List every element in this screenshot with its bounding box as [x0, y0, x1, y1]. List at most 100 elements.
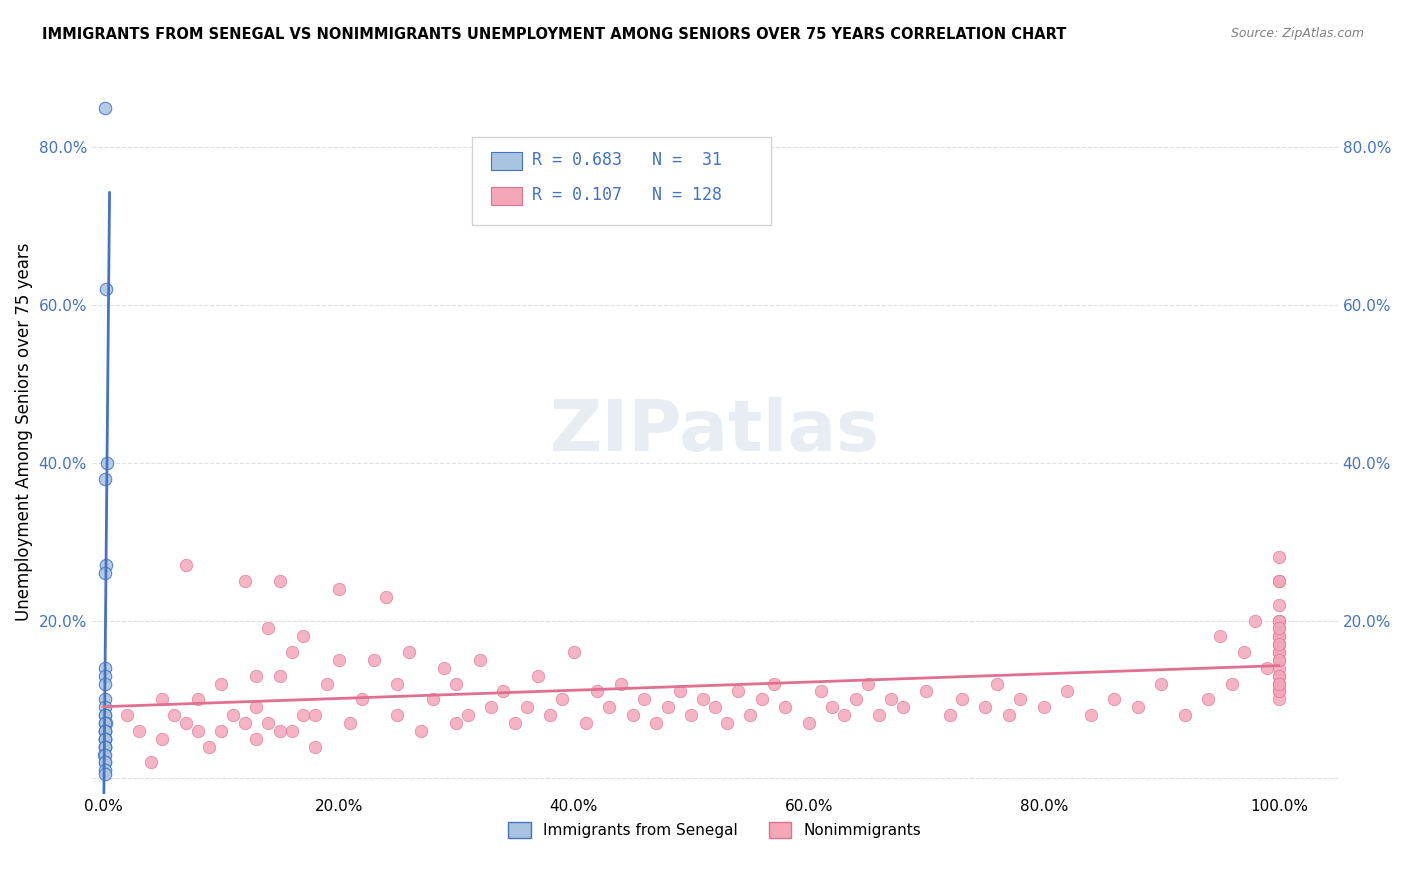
Point	[433, 661, 456, 675]
Point	[94, 723, 117, 738]
Point	[1268, 692, 1291, 706]
Point	[1209, 629, 1232, 643]
Point	[845, 692, 868, 706]
Point	[1268, 669, 1291, 683]
Point	[810, 684, 832, 698]
Point	[1268, 645, 1291, 659]
Point	[703, 700, 725, 714]
Point	[94, 747, 117, 762]
Point	[468, 653, 491, 667]
Point	[94, 716, 117, 731]
Point	[821, 700, 844, 714]
Point	[621, 708, 644, 723]
Point	[94, 558, 117, 573]
Point	[93, 708, 115, 723]
Point	[245, 731, 267, 746]
Point	[598, 700, 620, 714]
Point	[716, 716, 738, 731]
Point	[304, 708, 326, 723]
Point	[94, 661, 117, 675]
Point	[128, 723, 150, 738]
Point	[880, 692, 903, 706]
Text: Source: ZipAtlas.com: Source: ZipAtlas.com	[1230, 27, 1364, 40]
Point	[1268, 684, 1291, 698]
Point	[1010, 692, 1032, 706]
Point	[257, 621, 280, 635]
Point	[292, 629, 315, 643]
Point	[1032, 700, 1054, 714]
Point	[94, 756, 117, 770]
Point	[233, 574, 256, 588]
Point	[457, 708, 479, 723]
Point	[94, 282, 117, 296]
Point	[94, 723, 117, 738]
Point	[1150, 676, 1173, 690]
Point	[174, 558, 197, 573]
Point	[292, 708, 315, 723]
Point	[1268, 621, 1291, 635]
FancyBboxPatch shape	[491, 152, 522, 170]
Text: R = 0.107   N = 128: R = 0.107 N = 128	[531, 186, 721, 203]
Point	[422, 692, 444, 706]
Point	[269, 574, 291, 588]
Point	[96, 456, 118, 470]
Point	[868, 708, 890, 723]
Point	[245, 669, 267, 683]
Point	[751, 692, 773, 706]
Point	[94, 676, 117, 690]
Point	[269, 723, 291, 738]
Point	[610, 676, 633, 690]
Point	[1268, 669, 1291, 683]
Point	[974, 700, 997, 714]
Point	[1174, 708, 1197, 723]
Point	[950, 692, 973, 706]
Point	[328, 653, 350, 667]
Point	[94, 708, 117, 723]
Point	[1268, 550, 1291, 565]
Point	[551, 692, 574, 706]
Point	[1233, 645, 1256, 659]
Point	[257, 716, 280, 731]
Point	[93, 747, 115, 762]
Point	[538, 708, 561, 723]
Y-axis label: Unemployment Among Seniors over 75 years: Unemployment Among Seniors over 75 years	[15, 242, 32, 621]
Point	[1244, 614, 1267, 628]
Point	[94, 731, 117, 746]
Point	[209, 723, 232, 738]
Point	[1268, 676, 1291, 690]
Point	[94, 764, 117, 778]
Point	[633, 692, 655, 706]
Point	[198, 739, 221, 754]
Point	[94, 731, 117, 746]
Point	[94, 716, 117, 731]
Point	[481, 700, 503, 714]
Point	[1268, 614, 1291, 628]
Point	[775, 700, 797, 714]
Point	[574, 716, 596, 731]
Point	[503, 716, 526, 731]
Point	[1268, 574, 1291, 588]
Point	[1268, 676, 1291, 690]
Point	[174, 716, 197, 731]
Point	[94, 739, 117, 754]
Point	[94, 723, 117, 738]
Legend: Immigrants from Senegal, Nonimmigrants: Immigrants from Senegal, Nonimmigrants	[502, 816, 928, 845]
Point	[280, 723, 302, 738]
Point	[209, 676, 232, 690]
Point	[986, 676, 1008, 690]
Point	[738, 708, 761, 723]
Point	[915, 684, 938, 698]
Point	[832, 708, 855, 723]
Point	[409, 723, 432, 738]
Point	[94, 566, 117, 581]
Point	[269, 669, 291, 683]
Point	[1268, 637, 1291, 651]
Point	[94, 101, 117, 115]
Point	[94, 669, 117, 683]
Point	[94, 700, 117, 714]
Point	[1256, 661, 1278, 675]
Point	[94, 716, 117, 731]
Point	[657, 700, 679, 714]
Point	[316, 676, 339, 690]
Point	[352, 692, 374, 706]
